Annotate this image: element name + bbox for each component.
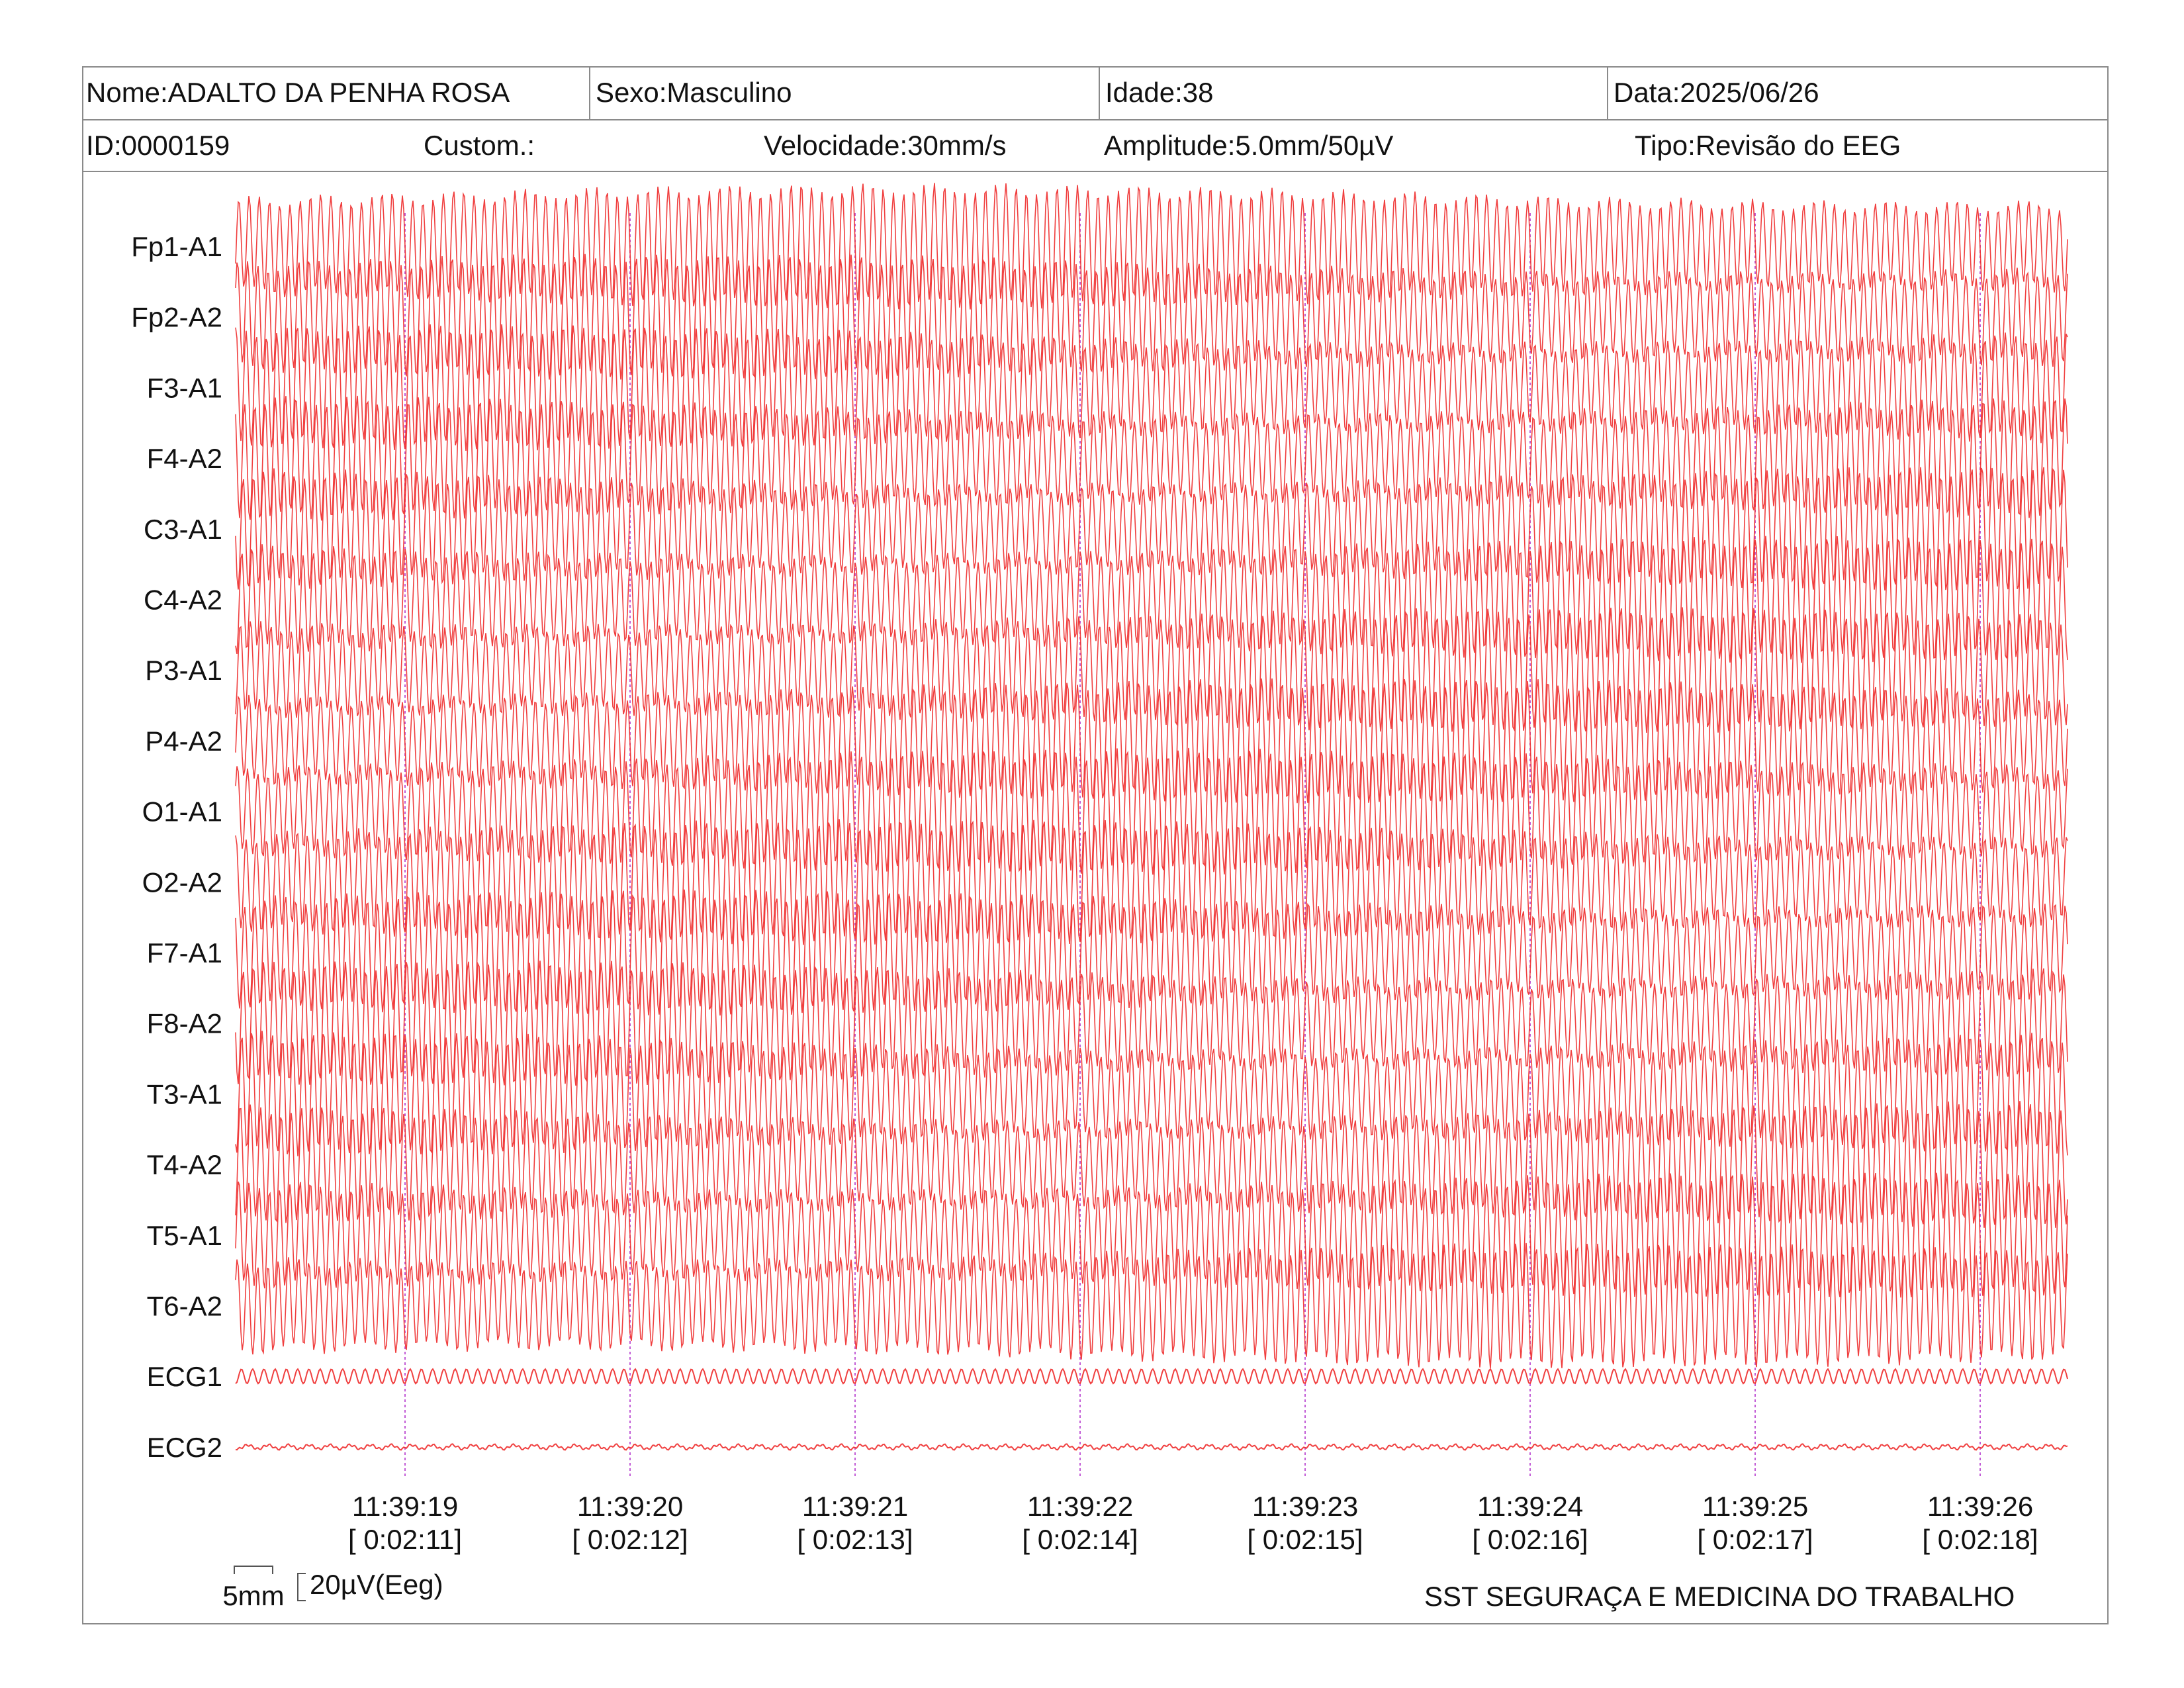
channel-trace (235, 536, 2068, 663)
time-labels: 11:39:19[ 0:02:11] 11:39:20[ 0:02:12] 11:3… (348, 1491, 2038, 1555)
channel-trace (235, 254, 2068, 380)
record-date: Data:2025/06/26 (1607, 66, 1819, 119)
time-label-elapsed: [ 0:02:12] (572, 1524, 688, 1555)
time-label-elapsed: [ 0:02:11] (348, 1524, 462, 1555)
channel-traces (235, 183, 2068, 1451)
channel-label: ECG2 (147, 1432, 222, 1463)
channel-trace (235, 889, 2068, 1016)
channel-label: Fp1-A1 (131, 231, 222, 262)
time-label-clock: 11:39:19 (352, 1491, 458, 1522)
channel-trace (235, 747, 2068, 875)
header-row-recording: ID:0000159 Custom.: Velocidade:30mm/s Am… (82, 120, 2109, 172)
amplitude-scale-label: 20µV(Eeg) (310, 1569, 443, 1600)
time-label-elapsed: [ 0:02:15] (1247, 1524, 1363, 1555)
time-label-clock: 11:39:26 (1927, 1491, 2033, 1522)
patient-name: Nome:ADALTO DA PENHA ROSA (86, 77, 510, 108)
channel-label: T5-A1 (147, 1220, 222, 1251)
time-label-clock: 11:39:21 (802, 1491, 908, 1522)
channel-label: F8-A2 (147, 1008, 222, 1039)
time-label-clock: 11:39:24 (1477, 1491, 1583, 1522)
time-label-elapsed: [ 0:02:14] (1022, 1524, 1138, 1555)
time-label-elapsed: [ 0:02:16] (1472, 1524, 1588, 1555)
channel-trace (235, 1031, 2068, 1156)
channel-label: P3-A1 (145, 655, 222, 686)
speed-setting: Velocidade:30mm/s (764, 130, 1007, 161)
time-label-elapsed: [ 0:02:18] (1922, 1524, 2038, 1555)
channel-label: T3-A1 (147, 1078, 222, 1109)
time-label-clock: 11:39:22 (1027, 1491, 1133, 1522)
record-type: Tipo:Revisão do EEG (1635, 130, 1901, 161)
channel-trace (235, 395, 2068, 521)
amplitude-scale-bar (297, 1573, 306, 1601)
time-label-clock: 11:39:25 (1702, 1491, 1808, 1522)
channel-label: T4-A2 (147, 1149, 222, 1180)
record-id: ID:0000159 (86, 130, 230, 161)
channel-trace (235, 1443, 2068, 1451)
channel-trace (235, 1243, 2068, 1369)
time-label-elapsed: [ 0:02:13] (797, 1524, 913, 1555)
channel-trace (235, 324, 2068, 451)
calibration-scale: 5mm 20µV(Eeg) (222, 1566, 443, 1611)
channel-trace (235, 1172, 2068, 1298)
channel-label: Fp2-A2 (131, 302, 222, 333)
header-row-patient: Nome:ADALTO DA PENHA ROSA Sexo:Masculino… (82, 66, 2109, 120)
channel-label: O2-A2 (142, 867, 222, 898)
channel-label: ECG1 (147, 1361, 222, 1392)
organization-name: SST SEGURAÇA E MEDICINA DO TRABALHO (1424, 1581, 2015, 1612)
channel-label: F4-A2 (147, 443, 222, 474)
channel-trace (235, 1101, 2068, 1228)
channel-trace (235, 183, 2068, 310)
channel-trace (235, 607, 2068, 733)
channel-label: C4-A2 (144, 585, 222, 616)
channel-label: C3-A1 (144, 514, 222, 545)
amplitude-setting: Amplitude:5.0mm/50µV (1104, 130, 1394, 161)
channel-label: F3-A1 (147, 372, 222, 403)
channel-label: T6-A2 (147, 1291, 222, 1322)
time-label-elapsed: [ 0:02:17] (1697, 1524, 1813, 1555)
channel-labels: Fp1-A1 Fp2-A2 F3-A1 F4-A2 C3-A1 C4-A2 P3-A1 P4-… (131, 231, 222, 1463)
time-scale-label: 5mm (222, 1580, 284, 1611)
channel-trace (235, 819, 2068, 945)
channel-trace (235, 961, 2068, 1086)
channel-label: O1-A1 (142, 796, 222, 827)
time-label-clock: 11:39:20 (577, 1491, 683, 1522)
patient-sex: Sexo:Masculino (589, 66, 792, 119)
report-frame (82, 66, 2109, 1624)
patient-age: Idade:38 (1099, 66, 1214, 119)
channel-trace (235, 1368, 2068, 1385)
time-scale-bar (234, 1566, 273, 1574)
channel-trace (235, 678, 2068, 804)
channel-trace (235, 467, 2068, 590)
channel-label: P4-A2 (145, 726, 222, 757)
custom-field: Custom.: (424, 130, 535, 161)
channel-label: F7-A1 (147, 937, 222, 968)
time-label-clock: 11:39:23 (1252, 1491, 1358, 1522)
